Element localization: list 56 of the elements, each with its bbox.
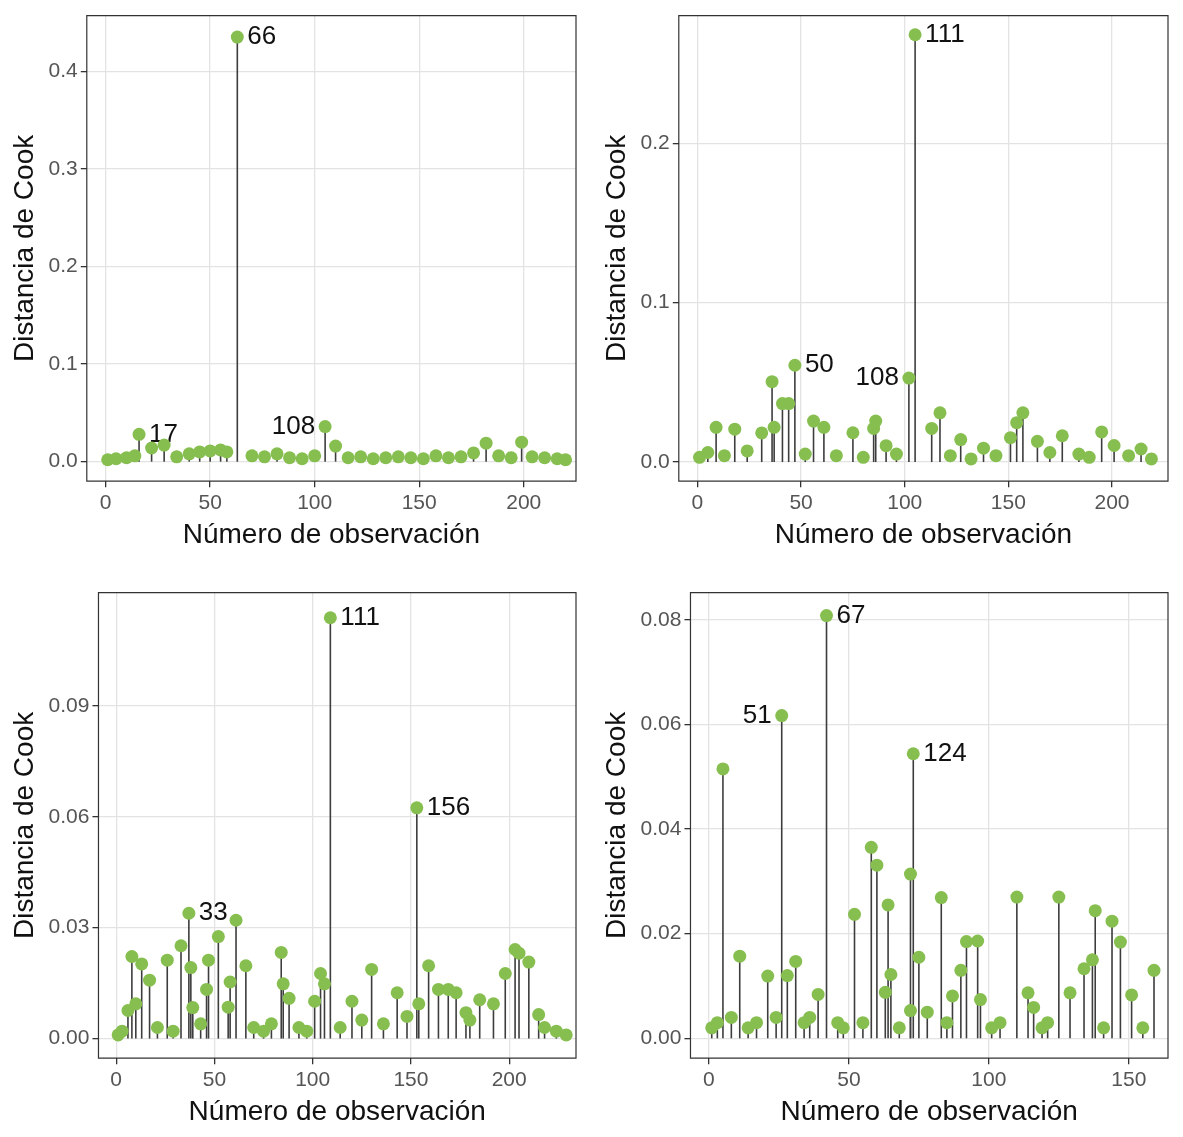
x-tick-label: 100 [887, 489, 923, 513]
y-tick-label: 0.08 [640, 606, 682, 630]
y-tick-label: 0.1 [640, 289, 670, 313]
x-tick-label: 100 [971, 1066, 1007, 1090]
x-axis-title: Número de observación [774, 517, 1073, 549]
y-tick-label: 0.0 [640, 448, 670, 472]
x-tick-label: 0 [691, 489, 704, 513]
y-tick-label: 0.0 [48, 448, 78, 472]
y-axis-title: Distancia de Cook [7, 710, 39, 940]
y-tick-label: 0.06 [640, 711, 682, 735]
annotation: 111 [340, 600, 380, 631]
y-tick-label: 0.03 [48, 914, 90, 938]
x-axis-title: Número de observación [188, 1094, 486, 1126]
x-tick-label: 100 [295, 1066, 331, 1090]
annotation: 17 [149, 417, 178, 448]
x-tick-label: 50 [202, 1066, 227, 1090]
y-tick-label: 0.00 [640, 1025, 682, 1049]
x-tick-label: 200 [506, 489, 542, 513]
annotation: 108 [855, 361, 899, 392]
x-tick-label: 50 [837, 1066, 861, 1090]
x-tick-label: 200 [1094, 489, 1130, 513]
x-tick-label: 150 [990, 489, 1026, 513]
x-tick-label: 0 [703, 1066, 715, 1090]
y-tick-label: 0.06 [48, 803, 90, 827]
annotation: 33 [198, 896, 228, 927]
x-tick-label: 150 [1111, 1066, 1147, 1090]
y-axis-title: Distancia de Cook [7, 133, 39, 363]
y-axis-title: Distancia de Cook [599, 710, 631, 940]
x-tick-label: 0 [99, 489, 112, 513]
y-tick-label: 0.02 [640, 920, 682, 944]
annotation: 108 [271, 409, 316, 440]
x-tick-label: 100 [297, 489, 333, 513]
annotation: 50 [804, 348, 834, 379]
y-tick-label: 0.2 [48, 253, 78, 277]
x-tick-label: 150 [401, 489, 437, 513]
x-tick-label: 0 [110, 1066, 122, 1090]
annotation: 67 [836, 598, 866, 629]
annotation: 51 [742, 698, 772, 729]
y-tick-label: 0.2 [640, 129, 670, 153]
x-tick-label: 150 [393, 1066, 429, 1090]
annotation: 124 [923, 736, 967, 767]
y-tick-label: 0.1 [48, 350, 78, 374]
y-tick-label: 0.4 [48, 58, 79, 82]
x-tick-label: 50 [198, 489, 222, 513]
x-axis-title: Número de observación [780, 1094, 1078, 1126]
y-tick-label: 0.04 [640, 815, 682, 839]
annotation: 111 [925, 17, 965, 48]
y-tick-label: 0.00 [48, 1025, 90, 1049]
x-tick-label: 50 [789, 489, 813, 513]
y-tick-label: 0.09 [48, 692, 90, 716]
x-tick-label: 200 [491, 1066, 527, 1090]
y-tick-label: 0.3 [48, 155, 78, 179]
y-axis-title: Distancia de Cook [599, 133, 631, 363]
annotation: 156 [426, 791, 471, 822]
annotation: 66 [247, 20, 277, 51]
x-axis-title: Número de observación [182, 517, 481, 549]
